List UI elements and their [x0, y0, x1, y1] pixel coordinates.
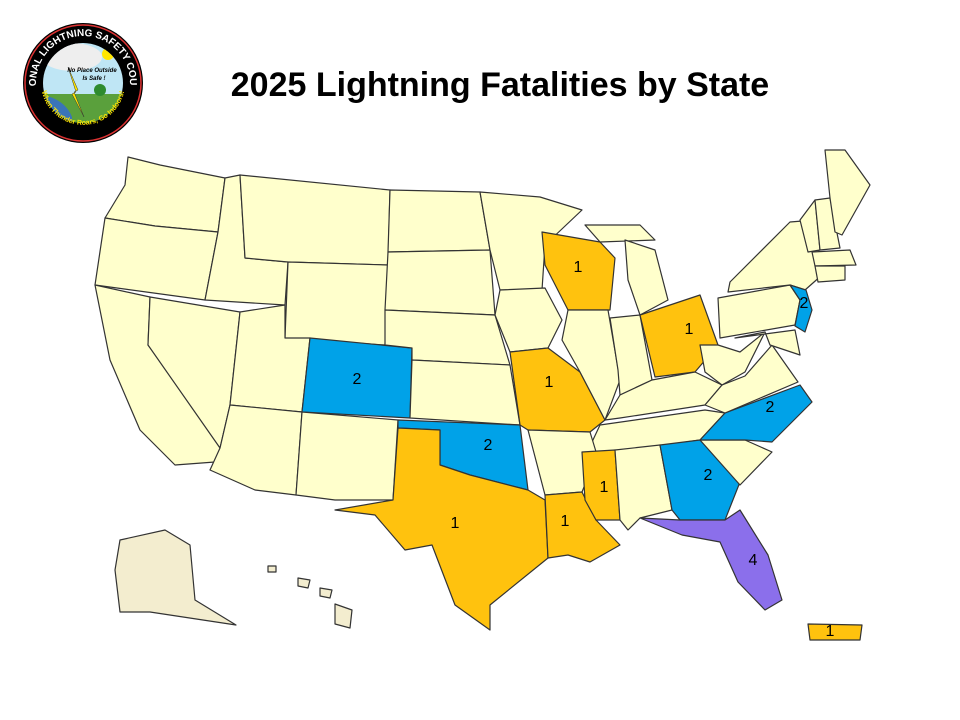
fatality-count-nj: 2	[800, 295, 809, 312]
state-ky	[604, 371, 723, 421]
state-or	[94, 217, 219, 301]
state-fl	[639, 509, 783, 611]
state-nm	[295, 411, 399, 501]
state-wv	[699, 331, 766, 386]
state-mo	[509, 347, 606, 433]
state-mt	[239, 174, 391, 266]
fatality-count-la: 1	[561, 513, 570, 530]
state-nh	[814, 197, 841, 251]
state-wy	[284, 261, 389, 346]
fatality-count-nc: 2	[766, 399, 775, 416]
state-hi	[267, 565, 277, 573]
fatality-count-wi: 1	[574, 259, 583, 276]
fatality-count-ms: 1	[600, 479, 609, 496]
state-nd	[387, 189, 491, 253]
page-title: 2025 Lightning Fatalities by State	[230, 66, 770, 104]
state-nj	[789, 284, 813, 333]
fatality-count-co: 2	[353, 371, 362, 388]
logo-slogan-2: Is Safe !	[82, 76, 105, 82]
fatality-count-ga: 2	[704, 467, 713, 484]
state-ms	[581, 449, 621, 521]
state-ia	[494, 287, 563, 353]
fatality-count-tx: 1	[451, 515, 460, 532]
logo-slogan-1: No Place Outside	[67, 68, 117, 74]
fatality-count-oh: 1	[685, 321, 694, 338]
state-ak	[114, 529, 237, 626]
state-pr	[807, 623, 863, 641]
state-ct	[814, 265, 846, 283]
fatality-count-ok: 2	[484, 437, 493, 454]
state-md	[734, 329, 801, 356]
nlsc-logo: NATIONAL LIGHTNING SAFETY COUNCIL When T…	[22, 22, 143, 143]
state-mi	[584, 224, 656, 243]
state-me	[824, 149, 871, 236]
fatality-count-mo: 1	[545, 374, 554, 391]
fatality-count-pr: 1	[826, 623, 835, 640]
state-ks	[409, 359, 521, 426]
fatality-count-fl: 4	[749, 552, 758, 569]
state-tx	[334, 427, 549, 631]
state-hi	[334, 603, 353, 629]
state-sd	[384, 249, 496, 316]
state-ny	[727, 219, 823, 293]
state-hi	[297, 577, 311, 589]
state-pa	[717, 284, 801, 339]
state-ma	[811, 249, 857, 267]
state-mn	[479, 191, 583, 291]
state-hi	[319, 587, 333, 599]
state-mi	[624, 239, 669, 316]
